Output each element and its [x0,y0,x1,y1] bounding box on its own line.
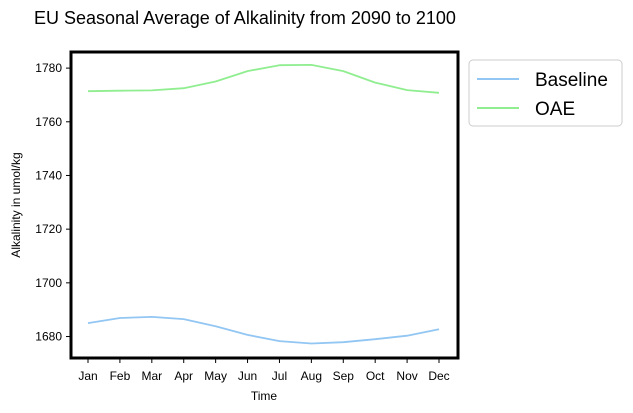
x-tick-label: Jul [272,369,287,383]
x-tick-label: Apr [174,369,193,383]
y-axis-label: Alkalinity in umol/kg [9,152,23,257]
legend: Baseline OAE [468,59,623,127]
y-tick-label: 1680 [35,330,62,344]
legend-label-oae: OAE [535,99,575,120]
y-tick-label: 1760 [35,115,62,129]
x-tick-label: Feb [110,369,131,383]
y-tick-label: 1720 [35,222,62,236]
x-tick-label: Jun [238,369,257,383]
plot-area: Jan Feb Mar Apr May Jun Jul Aug Sep Oct Nov Dec 1680… [35,61,449,383]
y-tick-label: 1740 [35,168,62,182]
series-line-oae [87,64,440,94]
x-axis-label: Time [251,389,278,403]
plot-frame [69,50,460,360]
x-tick-label: Nov [396,369,417,383]
x-tick-label: Dec [428,369,449,383]
x-tick-label: Mar [141,369,162,383]
series-line-baseline [87,315,440,345]
x-tick-label: May [204,369,227,383]
x-tick-label: Jan [78,369,97,383]
y-tick-label: 1700 [35,276,62,290]
y-tick-label: 1780 [35,61,62,75]
x-tick-label: Aug [301,369,322,383]
legend-box [468,59,623,127]
x-tick-label: Oct [366,369,385,383]
chart-title: EU Seasonal Average of Alkalinity from 2… [34,8,456,28]
x-tick-label: Sep [333,369,355,383]
legend-label-baseline: Baseline [535,70,608,91]
